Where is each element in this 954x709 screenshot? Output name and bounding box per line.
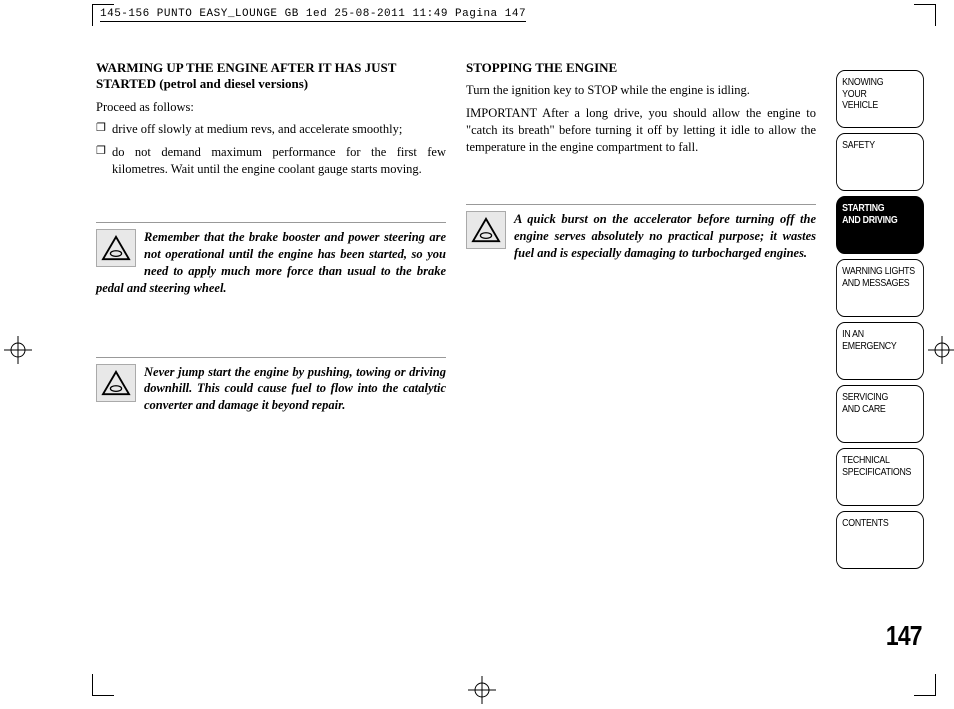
bullet-item: ❐ drive off slowly at medium revs, and a… — [96, 121, 446, 138]
warning-triangle-icon — [96, 364, 136, 402]
warning-text: Remember that the brake booster and powe… — [96, 230, 446, 295]
crop-mark-bottom-left — [92, 674, 114, 696]
warning-box: Remember that the brake booster and powe… — [96, 222, 446, 297]
page-number: 147 — [886, 620, 922, 652]
tab-label: WARNING LIGHTS AND MESSAGES — [842, 266, 915, 289]
section-tabs: KNOWING YOUR VEHICLE SAFETY STARTING AND… — [836, 70, 924, 574]
left-column: WARMING UP THE ENGINE AFTER IT HAS JUST … — [96, 60, 446, 414]
print-header-meta: 145-156 PUNTO EASY_LOUNGE GB 1ed 25-08-2… — [100, 8, 526, 22]
tab-contents[interactable]: CONTENTS — [836, 511, 924, 569]
bullet-text: do not demand maximum performance for th… — [112, 144, 446, 178]
right-column: STOPPING THE ENGINE Turn the ignition ke… — [466, 60, 816, 414]
tab-warning-lights[interactable]: WARNING LIGHTS AND MESSAGES — [836, 259, 924, 317]
page-frame: 145-156 PUNTO EASY_LOUNGE GB 1ed 25-08-2… — [0, 0, 954, 706]
bullet-glyph-icon: ❐ — [96, 144, 112, 178]
tab-label: CONTENTS — [842, 518, 888, 530]
left-heading: WARMING UP THE ENGINE AFTER IT HAS JUST … — [96, 60, 446, 93]
tab-knowing-your-vehicle[interactable]: KNOWING YOUR VEHICLE — [836, 70, 924, 128]
tab-starting-and-driving[interactable]: STARTING AND DRIVING — [836, 196, 924, 254]
warning-triangle-icon — [466, 211, 506, 249]
tab-label: KNOWING YOUR VEHICLE — [842, 77, 883, 112]
tab-label: SAFETY — [842, 140, 875, 152]
registration-mark-right — [928, 336, 954, 364]
tab-label: IN AN EMERGENCY — [842, 329, 896, 352]
warning-text: A quick burst on the accelerator before … — [514, 212, 816, 260]
crop-mark-bottom-right — [914, 674, 936, 696]
registration-mark-left — [4, 336, 32, 364]
registration-mark-bottom — [468, 676, 496, 704]
tab-servicing-and-care[interactable]: SERVICING AND CARE — [836, 385, 924, 443]
main-content: WARMING UP THE ENGINE AFTER IT HAS JUST … — [96, 60, 816, 414]
tab-in-an-emergency[interactable]: IN AN EMERGENCY — [836, 322, 924, 380]
bullet-glyph-icon: ❐ — [96, 121, 112, 138]
bullet-item: ❐ do not demand maximum performance for … — [96, 144, 446, 178]
tab-technical-specifications[interactable]: TECHNICAL SPECIFICATIONS — [836, 448, 924, 506]
tab-safety[interactable]: SAFETY — [836, 133, 924, 191]
warning-box: A quick burst on the accelerator before … — [466, 204, 816, 262]
tab-label: TECHNICAL SPECIFICATIONS — [842, 455, 911, 478]
warning-box: Never jump start the engine by pushing, … — [96, 357, 446, 415]
left-intro: Proceed as follows: — [96, 99, 446, 116]
crop-mark-top-right — [914, 4, 936, 26]
bullet-text: drive off slowly at medium revs, and acc… — [112, 121, 446, 138]
tab-label: SERVICING AND CARE — [842, 392, 888, 415]
right-para-2: IMPORTANT After a long drive, you should… — [466, 105, 816, 156]
right-para-1: Turn the ignition key to STOP while the … — [466, 82, 816, 99]
tab-label: STARTING AND DRIVING — [842, 203, 897, 226]
right-heading: STOPPING THE ENGINE — [466, 60, 816, 76]
warning-text: Never jump start the engine by pushing, … — [144, 365, 446, 413]
warning-triangle-icon — [96, 229, 136, 267]
